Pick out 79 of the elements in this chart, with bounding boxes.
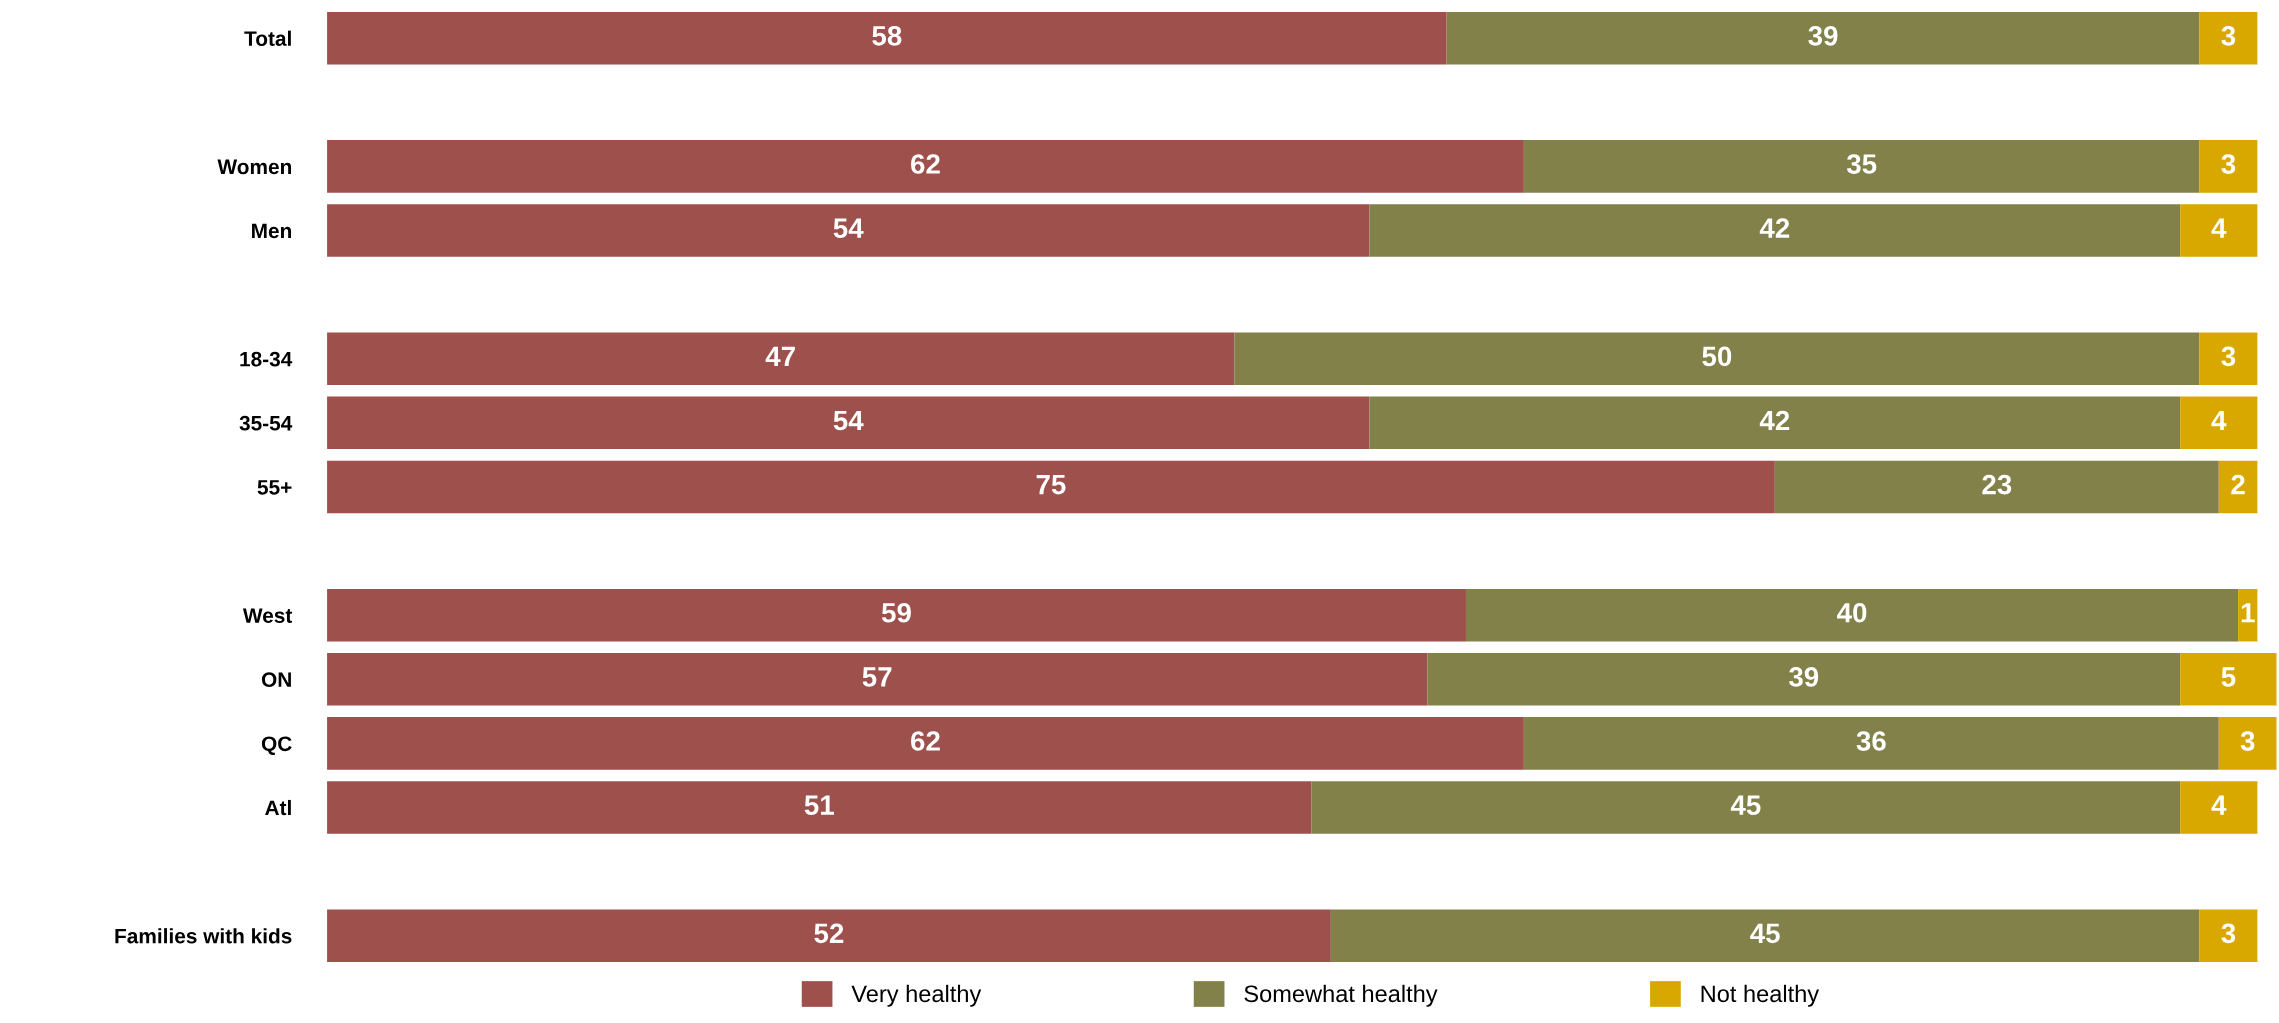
bar: [1774, 460, 2219, 514]
data-label: 45: [1730, 795, 1761, 815]
data-label: 3: [2221, 25, 2236, 46]
data-label: 1: [2241, 603, 2255, 623]
bar: [327, 332, 1235, 386]
data-label: 23: [1982, 474, 2012, 495]
bar: [2218, 717, 2277, 770]
bar: [2199, 909, 2258, 962]
y-tick-label: Total: [244, 30, 291, 46]
bar: [327, 909, 1331, 962]
y-tick-label: ON: [261, 672, 291, 688]
data-label: 50: [1702, 346, 1732, 367]
y-tick-label: Families with kids: [115, 928, 292, 944]
bar: [1330, 909, 2200, 962]
data-label: 3: [2221, 154, 2236, 174]
data-label: 4: [2211, 218, 2227, 238]
data-label: 39: [1808, 25, 1838, 46]
bar: [2199, 332, 2258, 386]
bar: [327, 717, 1524, 770]
y-tick-label: Men: [252, 223, 292, 239]
bar: [1523, 140, 2200, 193]
bar: [327, 140, 1524, 193]
bar: [327, 396, 1370, 450]
data-label: 54: [833, 218, 864, 238]
data-label: 39: [1788, 667, 1819, 687]
y-tick-label: QC: [261, 736, 292, 756]
bar: [327, 781, 1312, 834]
y-tick-label: 35-54: [239, 415, 293, 431]
bar: [1446, 11, 2200, 65]
data-label: 75: [1036, 475, 1066, 495]
data-label: 52: [814, 923, 844, 944]
bar: [2199, 11, 2258, 65]
bar: [1427, 652, 2181, 706]
bar: [1311, 781, 2181, 834]
data-label: 4: [2211, 410, 2227, 431]
bar: [1523, 717, 2219, 770]
bar: [1234, 332, 2200, 386]
data-label: 62: [911, 154, 940, 174]
bar: [1369, 204, 2181, 257]
data-label: 3: [2221, 346, 2236, 367]
data-label: 5: [2221, 667, 2236, 687]
data-label: 58: [872, 25, 902, 46]
y-tick-label: 18-34: [240, 351, 293, 367]
data-label: 3: [2221, 923, 2236, 944]
data-label: 35: [1846, 154, 1877, 174]
bar: [2180, 652, 2277, 706]
data-label: 54: [833, 410, 864, 431]
data-label: 51: [804, 795, 834, 815]
bar: [2180, 781, 2258, 834]
bar: [327, 652, 1428, 706]
bar: [2199, 140, 2258, 193]
bar: [327, 11, 1447, 65]
data-label: 40: [1837, 602, 1867, 623]
bar: [327, 204, 1370, 257]
legend-label: Not healthy: [1701, 984, 1820, 1007]
bar: [327, 460, 1775, 514]
data-label: 2: [2231, 474, 2245, 495]
y-tick-label: 55+: [257, 480, 292, 495]
bar: [2180, 204, 2258, 257]
data-label: 59: [881, 602, 911, 623]
data-label: 47: [765, 346, 795, 366]
bar: [2218, 460, 2258, 514]
bar: [327, 588, 1466, 642]
legend-label: Very healthy: [851, 984, 982, 1007]
y-tick-label: Women: [217, 159, 292, 175]
data-label: 42: [1759, 218, 1790, 238]
data-label: 45: [1750, 923, 1780, 944]
y-tick-label: Atl: [265, 799, 291, 816]
data-label: 42: [1759, 410, 1790, 431]
y-tick-label: West: [242, 608, 293, 623]
bar: [2180, 396, 2258, 450]
legend-label: Somewhat healthy: [1244, 984, 1438, 1007]
data-label: 62: [911, 731, 940, 751]
data-label: 57: [862, 667, 892, 687]
data-label: 3: [2240, 731, 2255, 751]
bar: [1465, 588, 2239, 642]
data-label: 36: [1856, 731, 1886, 751]
data-label: 4: [2211, 795, 2227, 815]
bar: [1369, 396, 2181, 450]
